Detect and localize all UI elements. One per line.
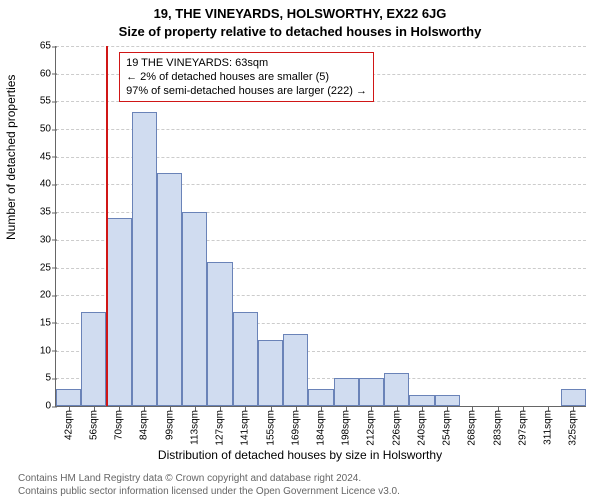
annotation-box: 19 THE VINEYARDS: 63sqm← 2% of detached … [119,52,374,103]
histogram-bar [334,378,359,406]
x-tick-label: 226sqm [391,406,402,446]
footer-line-2: Contains public sector information licen… [18,486,400,499]
footer-attribution: Contains HM Land Registry data © Crown c… [18,473,400,498]
chart-title-desc: Size of property relative to detached ho… [0,24,600,39]
x-tick-label: 184sqm [316,406,327,446]
histogram-bar [233,312,258,406]
y-tick-label: 50 [40,124,56,135]
y-tick-label: 35 [40,207,56,218]
histogram-bar [182,212,207,406]
x-tick-label: 212sqm [366,406,377,446]
y-tick-label: 55 [40,96,56,107]
histogram-bar [56,389,81,406]
histogram-bar [132,112,157,406]
y-tick-label: 20 [40,290,56,301]
x-tick-label: 127sqm [215,406,226,446]
x-tick-label: 325sqm [568,406,579,446]
x-tick-label: 283sqm [492,406,503,446]
y-tick-label: 15 [40,317,56,328]
x-tick-label: 84sqm [139,406,150,440]
x-tick-label: 99sqm [164,406,175,440]
x-tick-label: 254sqm [442,406,453,446]
y-tick-label: 5 [45,373,56,384]
y-tick-label: 45 [40,151,56,162]
x-tick-label: 240sqm [416,406,427,446]
x-tick-label: 70sqm [114,406,125,440]
x-tick-label: 198sqm [341,406,352,446]
annotation-line: 97% of semi-detached houses are larger (… [126,84,367,98]
histogram-bar [359,378,384,406]
y-axis-label: Number of detached properties [4,75,18,240]
histogram-bar [384,373,409,406]
reference-line [106,46,108,406]
annotation-line: 19 THE VINEYARDS: 63sqm [126,56,367,70]
chart-title-address: 19, THE VINEYARDS, HOLSWORTHY, EX22 6JG [0,6,600,21]
histogram-bar [435,395,460,406]
x-axis-label: Distribution of detached houses by size … [0,448,600,462]
histogram-bar [409,395,434,406]
histogram-bar [157,173,182,406]
y-tick-label: 10 [40,345,56,356]
gridline [56,46,586,47]
y-tick-label: 40 [40,179,56,190]
histogram-bar [207,262,232,406]
x-tick-label: 42sqm [63,406,74,440]
histogram-bar [283,334,308,406]
y-tick-label: 0 [45,401,56,412]
histogram-bar [258,340,283,406]
x-tick-label: 297sqm [517,406,528,446]
histogram-bar [81,312,106,406]
plot-area: 0510152025303540455055606542sqm56sqm70sq… [55,46,586,407]
histogram-bar [561,389,586,406]
y-tick-label: 60 [40,68,56,79]
histogram-bar [106,218,131,406]
x-tick-label: 113sqm [189,406,200,445]
histogram-bar [308,389,333,406]
y-tick-label: 30 [40,234,56,245]
x-tick-label: 56sqm [88,406,99,440]
x-tick-label: 311sqm [543,406,554,445]
x-tick-label: 155sqm [265,406,276,446]
x-tick-label: 141sqm [240,406,251,446]
y-tick-label: 25 [40,262,56,273]
y-tick-label: 65 [40,41,56,52]
annotation-line: ← 2% of detached houses are smaller (5) [126,70,367,84]
x-tick-label: 268sqm [467,406,478,446]
chart-container: 19, THE VINEYARDS, HOLSWORTHY, EX22 6JG … [0,0,600,500]
footer-line-1: Contains HM Land Registry data © Crown c… [18,473,400,486]
x-tick-label: 169sqm [290,406,301,446]
